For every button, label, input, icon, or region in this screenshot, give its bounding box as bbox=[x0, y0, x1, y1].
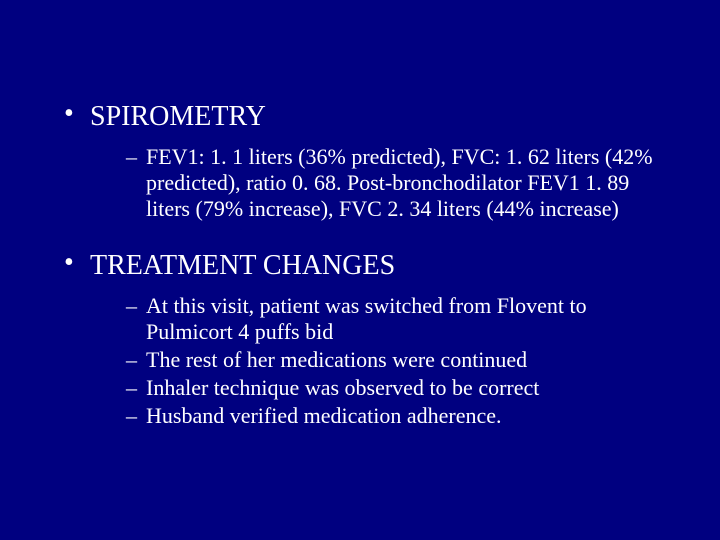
bullet-list-level1: SPIROMETRY FEV1: 1. 1 liters (36% predic… bbox=[60, 100, 660, 429]
bullet-text: At this visit, patient was switched from… bbox=[146, 293, 587, 344]
bullet-text: Husband verified medication adherence. bbox=[146, 403, 502, 428]
list-item: TREATMENT CHANGES At this visit, patient… bbox=[60, 249, 660, 428]
bullet-heading: TREATMENT CHANGES bbox=[90, 250, 395, 281]
bullet-text: FEV1: 1. 1 liters (36% predicted), FVC: … bbox=[146, 144, 653, 221]
slide: SPIROMETRY FEV1: 1. 1 liters (36% predic… bbox=[0, 0, 720, 540]
list-item: The rest of her medications were continu… bbox=[126, 347, 660, 373]
list-item: Husband verified medication adherence. bbox=[126, 403, 660, 429]
bullet-text: Inhaler technique was observed to be cor… bbox=[146, 375, 539, 400]
list-item: At this visit, patient was switched from… bbox=[126, 293, 660, 345]
bullet-list-level2: At this visit, patient was switched from… bbox=[90, 293, 660, 429]
list-item: SPIROMETRY FEV1: 1. 1 liters (36% predic… bbox=[60, 100, 660, 221]
bullet-list-level2: FEV1: 1. 1 liters (36% predicted), FVC: … bbox=[90, 144, 660, 222]
list-item: FEV1: 1. 1 liters (36% predicted), FVC: … bbox=[126, 144, 660, 222]
bullet-text: The rest of her medications were continu… bbox=[146, 347, 527, 372]
bullet-heading: SPIROMETRY bbox=[90, 101, 266, 132]
list-item: Inhaler technique was observed to be cor… bbox=[126, 375, 660, 401]
